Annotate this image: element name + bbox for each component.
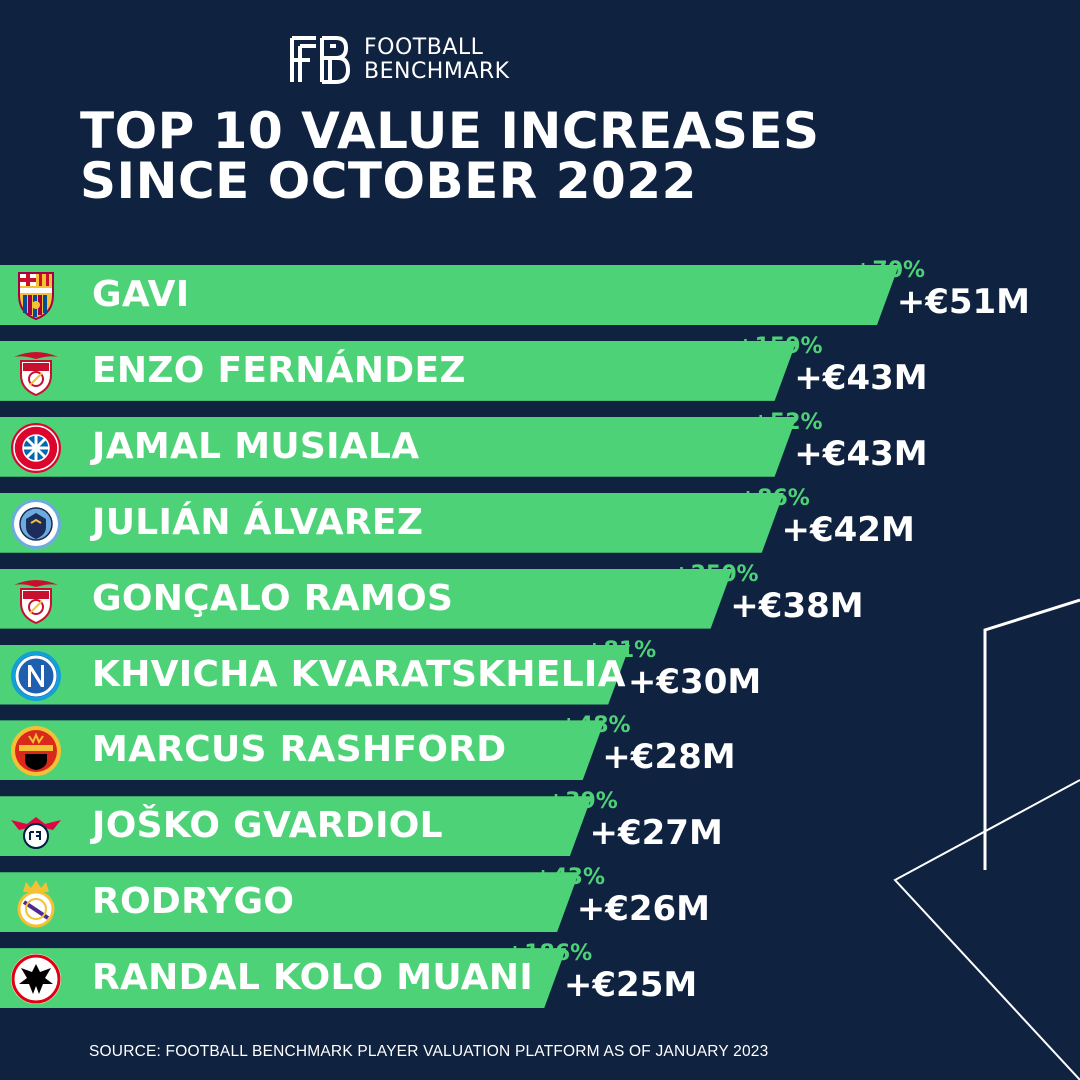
chart-bar xyxy=(0,872,579,932)
chart-row: JULIÁN ÁLVAREZ +86% +€42M xyxy=(0,486,1080,559)
chart-title-line-1: TOP 10 VALUE INCREASES xyxy=(80,102,820,160)
value-increase-label: +€30M xyxy=(627,661,762,702)
sl-benfica-crest-icon xyxy=(9,345,63,399)
value-increase-label: +€43M xyxy=(794,357,928,398)
chart-title: TOP 10 VALUE INCREASES SINCE OCTOBER 202… xyxy=(80,106,820,206)
manchester-united-crest-icon xyxy=(9,724,63,778)
player-name-label: ENZO FERNÁNDEZ xyxy=(92,349,466,391)
chart-bar xyxy=(0,569,733,629)
chart-title-line-2: SINCE OCTOBER 2022 xyxy=(80,152,697,210)
player-name-label: KHVICHA KVARATSKHELIA xyxy=(92,653,626,695)
percent-increase-label: +43% xyxy=(533,865,605,891)
manchester-city-crest-icon xyxy=(9,497,63,551)
brand-line-2: BENCHMARK xyxy=(364,59,510,84)
chart-row: JOŠKO GVARDIOL +39% +€27M xyxy=(0,790,1080,862)
chart-bar xyxy=(0,796,592,856)
percent-increase-label: +70% xyxy=(853,258,925,283)
source-note: SOURCE: FOOTBALL BENCHMARK PLAYER VALUAT… xyxy=(89,1043,769,1060)
percent-increase-label: +39% xyxy=(546,789,618,815)
football-benchmark-logo-icon xyxy=(290,36,350,84)
player-name-label: MARCUS RASHFORD xyxy=(92,729,507,771)
chart-row: MARCUS RASHFORD +48% +€28M xyxy=(0,714,1080,786)
value-increase-label: +€28M xyxy=(602,737,736,778)
chart-row: ENZO FERNÁNDEZ +159% +€43M xyxy=(0,334,1080,407)
sl-benfica-crest-icon xyxy=(9,573,63,627)
player-name-label: JULIÁN ÁLVAREZ xyxy=(92,501,424,543)
percent-increase-label: +159% xyxy=(736,333,823,359)
percent-increase-label: +81% xyxy=(585,637,657,663)
value-increase-label: +€43M xyxy=(794,433,928,474)
chart-bar xyxy=(0,493,784,553)
value-increase-label: +€42M xyxy=(781,509,915,550)
brand-line-1: FOOTBALL xyxy=(364,35,484,60)
percent-increase-label: +186% xyxy=(505,941,593,967)
fc-bayern-crest-icon xyxy=(9,421,63,475)
chart-bar xyxy=(0,341,797,401)
chart-bar xyxy=(0,417,797,477)
brand-header: FOOTBALL BENCHMARK xyxy=(290,36,510,84)
percent-increase-label: +250% xyxy=(672,561,759,587)
real-madrid-crest-icon xyxy=(9,876,63,930)
chart-row: JAMAL MUSIALA +52% +€43M xyxy=(0,410,1080,483)
player-name-label: GONÇALO RAMOS xyxy=(92,577,454,619)
chart-bar xyxy=(0,265,899,325)
player-name-label: JOŠKO GVARDIOL xyxy=(92,805,443,847)
percent-increase-label: +86% xyxy=(738,485,810,511)
brand-name: FOOTBALL BENCHMARK xyxy=(364,36,510,84)
percent-increase-label: +52% xyxy=(751,409,823,435)
value-increase-label: +€27M xyxy=(589,813,723,854)
chart-row: GAVI +70% +€51M xyxy=(0,259,1080,331)
chart-row: KHVICHA KVARATSKHELIA +81% +€30M xyxy=(0,638,1080,711)
chart-row: RANDAL KOLO MUANI +186% +€25M xyxy=(0,942,1080,1014)
player-name-label: GAVI xyxy=(92,274,190,315)
chart-bar xyxy=(0,720,605,780)
value-increase-label: +€25M xyxy=(563,965,698,1006)
ssc-napoli-crest-icon xyxy=(9,649,63,703)
chart-row: RODRYGO +43% +€26M xyxy=(0,866,1080,938)
fc-barcelona-crest-icon xyxy=(9,269,63,323)
chart-bar xyxy=(0,948,566,1008)
value-increase-label: +€51M xyxy=(896,282,1030,322)
eintracht-frankfurt-crest-icon xyxy=(9,952,63,1006)
value-increase-label: +€38M xyxy=(730,585,864,626)
chart-row: GONÇALO RAMOS +250% +€38M xyxy=(0,562,1080,635)
value-increase-label: +€26M xyxy=(576,889,710,930)
player-name-label: RANDAL KOLO MUANI xyxy=(92,957,534,999)
rb-leipzig-crest-icon xyxy=(9,800,63,854)
percent-increase-label: +48% xyxy=(559,713,631,739)
player-name-label: JAMAL MUSIALA xyxy=(92,425,420,467)
player-name-label: RODRYGO xyxy=(92,881,295,923)
chart-bar xyxy=(0,645,630,705)
